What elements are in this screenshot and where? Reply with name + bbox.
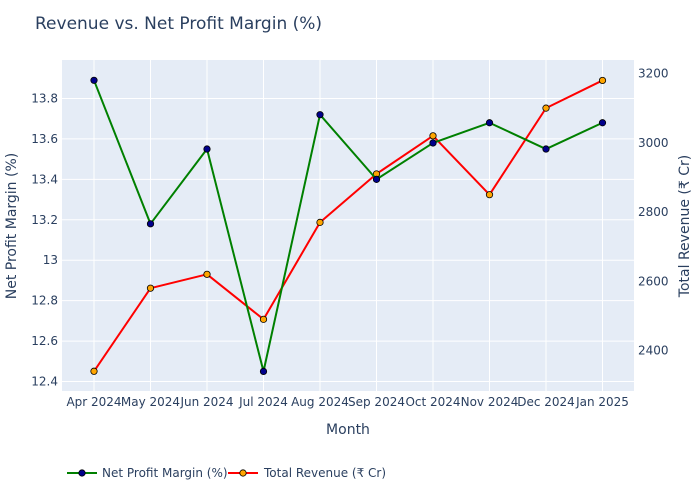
series-line-revenue	[93, 79, 603, 372]
data-point-margin	[542, 145, 550, 153]
x-tick-label: Oct 2024	[405, 395, 460, 409]
y-left-tick-label: 12.6	[31, 334, 58, 348]
data-point-revenue	[485, 191, 494, 199]
y-right-tick-label: 3000	[638, 136, 669, 150]
series-line-margin	[93, 79, 603, 373]
y-left-tick-labels: 12.4 12.6 12.8 13 13.2 13.4 13.6 13.8	[31, 92, 58, 389]
data-point-margin	[146, 220, 155, 228]
data-point-margin	[316, 111, 324, 119]
y-left-axis-title: Net Profit Margin (%)	[4, 153, 20, 300]
y-right-tick-label: 2600	[638, 274, 669, 288]
chart-title: Revenue vs. Net Profit Margin (%)	[35, 14, 322, 34]
x-tick-label: Jun 2024	[179, 395, 233, 409]
data-point-revenue	[598, 76, 607, 85]
x-tick-label: Aug 2024	[291, 395, 349, 409]
y-left-tick-label: 13	[43, 253, 58, 267]
data-point-margin	[259, 367, 268, 375]
x-tick-label: Nov 2024	[461, 395, 519, 409]
legend-label: Net Profit Margin (%)	[102, 466, 228, 480]
x-tick-label: May 2024	[121, 395, 180, 409]
data-point-margin	[372, 175, 381, 183]
legend: Net Profit Margin (%) Total Revenue (₹ Cr…	[67, 466, 386, 480]
y-right-tick-label: 2400	[638, 344, 669, 358]
data-point-margin	[598, 119, 607, 127]
x-axis-title: Month	[326, 422, 370, 438]
y-left-tick-label: 13.2	[31, 213, 58, 227]
x-tick-label: Jan 2025	[575, 395, 629, 409]
series-layer	[90, 76, 607, 375]
data-point-margin	[203, 145, 211, 153]
legend-label: Total Revenue (₹ Cr)	[263, 466, 386, 480]
data-point-revenue	[259, 315, 268, 323]
x-tick-label: Sep 2024	[348, 395, 405, 409]
y-left-tick-label: 12.4	[31, 375, 58, 389]
data-point-margin	[429, 139, 437, 147]
data-point-revenue	[316, 218, 324, 226]
x-tick-label: Jul 2024	[238, 395, 288, 409]
data-point-revenue	[146, 284, 155, 292]
y-left-tick-label: 13.6	[31, 132, 58, 146]
x-tick-label: Apr 2024	[66, 395, 121, 409]
y-right-axis-title: Total Revenue (₹ Cr)	[677, 155, 693, 298]
y-left-tick-label: 13.4	[31, 172, 58, 186]
legend-marker	[78, 469, 86, 477]
data-point-revenue	[203, 270, 211, 278]
y-left-tick-label: 12.8	[31, 294, 58, 308]
plot-area	[62, 60, 634, 391]
data-point-revenue	[429, 132, 437, 140]
data-point-revenue	[542, 104, 550, 112]
x-tick-labels: Apr 2024 May 2024 Jun 2024 Jul 2024 Aug 2024…	[66, 395, 628, 409]
y-right-tick-label: 3200	[638, 67, 669, 81]
data-point-margin	[90, 76, 98, 84]
data-point-margin	[485, 119, 494, 127]
legend-marker	[239, 469, 247, 477]
y-right-tick-labels: 2400 2600 2800 3000 3200	[638, 67, 669, 358]
data-point-revenue	[90, 367, 98, 375]
y-right-tick-label: 2800	[638, 205, 669, 219]
x-tick-label: Dec 2024	[517, 395, 575, 409]
y-left-tick-label: 13.8	[31, 92, 58, 106]
